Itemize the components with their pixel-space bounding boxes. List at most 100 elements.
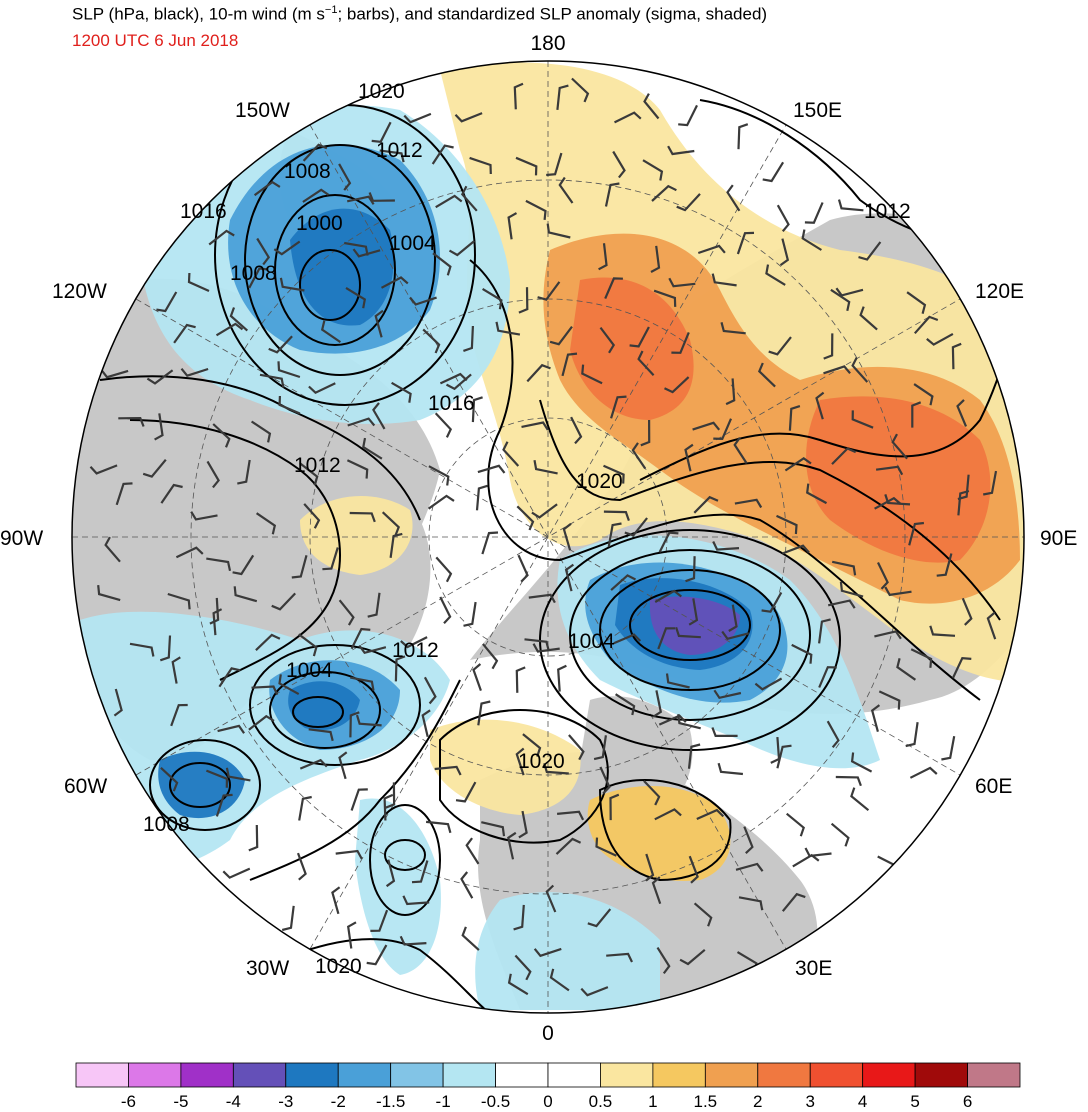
- wind-barb: [432, 252, 452, 276]
- wind-barb: [693, 902, 713, 927]
- wind-barb: [435, 194, 463, 209]
- wind-barb: [603, 510, 630, 521]
- wind-barb: [654, 808, 682, 821]
- wind-barb: [911, 401, 922, 428]
- isobar-label: 1016: [428, 392, 475, 415]
- wind-barb: [874, 496, 902, 510]
- wind-barb: [460, 871, 474, 899]
- wind-barb: [206, 460, 220, 489]
- wind-barb: [562, 522, 572, 551]
- longitude-labels: 180 150E 120E 90E 60E 30E 0 30W 60W 90W …: [0, 32, 1077, 1045]
- wind-barb: [762, 161, 785, 183]
- wind-barb: [606, 952, 633, 963]
- colorbar-label: 4: [858, 1092, 867, 1111]
- wind-barb: [595, 837, 617, 857]
- lon-label-90e: 90E: [1040, 527, 1077, 550]
- wind-barb: [89, 464, 118, 475]
- colorbar-box: [337, 1062, 392, 1088]
- wind-barb: [713, 689, 742, 700]
- isobar-greenland-1: [292, 696, 344, 728]
- wind-barb: [455, 781, 477, 803]
- wind-barb: [768, 336, 792, 356]
- wind-barb: [640, 419, 651, 447]
- wind-barb: [804, 202, 824, 224]
- wind-barb: [961, 597, 973, 626]
- wind-barb: [851, 410, 874, 429]
- wind-barb: [439, 596, 452, 625]
- isobar-label: 1020: [315, 955, 362, 978]
- wind-barb: [733, 436, 748, 464]
- wind-barb: [190, 511, 218, 521]
- wind-barb: [255, 633, 281, 651]
- wind-barb: [367, 592, 381, 618]
- wind-barb: [726, 184, 741, 212]
- wind-barb: [711, 273, 737, 287]
- wind-barb: [884, 586, 912, 597]
- wind-barb: [604, 182, 620, 207]
- lon-label-30e: 30E: [795, 957, 832, 980]
- colorbar-label: 0.5: [589, 1092, 613, 1111]
- wind-barb: [171, 656, 181, 684]
- wind-barb: [913, 383, 934, 406]
- colorbar-box: [914, 1062, 968, 1088]
- title-main-pre: SLP (hPa, black), 10-m wind (m s: [72, 4, 325, 24]
- colorbar-label: 0: [543, 1092, 552, 1111]
- wind-barb: [115, 482, 133, 506]
- wind-barb: [830, 288, 851, 312]
- wind-barb: [208, 229, 235, 246]
- wind-barb: [761, 591, 783, 613]
- wind-barb: [362, 437, 383, 460]
- anomaly-barents-core: [649, 596, 740, 655]
- colorbar-box: [967, 1062, 1021, 1088]
- wind-barb: [533, 947, 562, 958]
- wind-barb: [831, 560, 857, 576]
- anomaly-shading: [75, 62, 1024, 1010]
- wind-barb: [629, 326, 650, 348]
- wind-barb: [765, 264, 786, 286]
- anomaly-arctic-yellow: [300, 496, 413, 575]
- isobar-label: 1016: [180, 200, 227, 223]
- isobar-label: 1008: [230, 262, 277, 285]
- wind-barb: [434, 765, 462, 776]
- wind-barb: [463, 601, 477, 627]
- wind-barb: [831, 447, 857, 465]
- isobar-label: 1020: [518, 750, 565, 773]
- colorbar-box: [442, 1062, 496, 1088]
- wind-barb: [782, 544, 810, 555]
- wind-barb: [957, 489, 970, 516]
- wind-barb: [173, 323, 196, 344]
- wind-barb: [346, 195, 375, 205]
- lon-label-120e: 120E: [975, 280, 1024, 303]
- wind-barb: [518, 810, 528, 839]
- wind-barb: [400, 636, 428, 649]
- isobar-greenland-2: [269, 671, 381, 749]
- wind-barb: [291, 555, 308, 579]
- wind-barb: [482, 287, 503, 310]
- wind-barb: [507, 973, 529, 996]
- isobar-atlantic-1016: [249, 679, 461, 881]
- wind-barb: [835, 287, 864, 297]
- lon-label-120w: 120W: [52, 280, 107, 303]
- isobar-label: 1012: [864, 200, 911, 223]
- wind-barb: [830, 822, 850, 847]
- wind-barb: [570, 416, 583, 445]
- colorbar-box: [862, 1062, 916, 1088]
- wind-barb: [891, 433, 908, 460]
- wind-barb: [651, 876, 662, 905]
- wind-barb: [218, 667, 241, 688]
- wind-barb: [524, 638, 550, 651]
- wind-barb: [358, 644, 387, 655]
- wind-barb: [516, 505, 535, 531]
- wind-barb: [884, 494, 911, 506]
- wind-barb: [374, 309, 384, 338]
- wind-barb: [545, 884, 557, 913]
- anomaly-gulf-alaska-deep: [290, 208, 394, 326]
- colorbar-box: [704, 1062, 759, 1088]
- isobar-label: 1008: [143, 813, 190, 836]
- wind-barb: [349, 511, 376, 523]
- isobar-barents-1: [629, 589, 751, 661]
- wind-barb: [717, 762, 744, 776]
- wind-barb: [187, 272, 210, 293]
- isobar-barents-3: [569, 549, 811, 721]
- wind-barb: [614, 111, 642, 124]
